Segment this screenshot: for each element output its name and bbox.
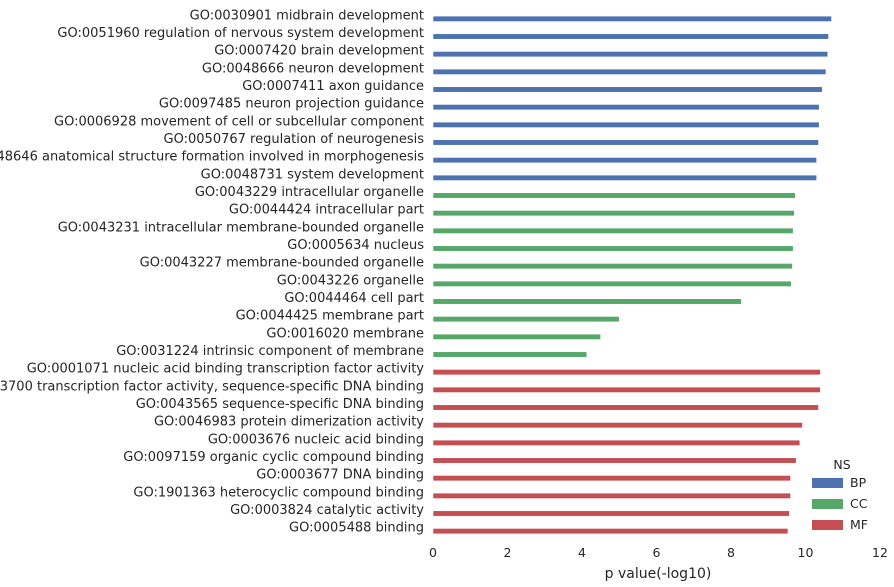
x-axis-ticks: 0 2 4 6 8 10 12 [429, 545, 888, 560]
category-label-19: GO:0016020 membrane [266, 326, 424, 341]
bar-14 [432, 245, 794, 252]
category-label-23: GO:0043565 sequence-specific DNA binding [136, 397, 424, 412]
bar-8 [432, 139, 819, 146]
bar-10 [432, 174, 817, 181]
category-label-20: GO:0031224 intrinsic component of membra… [116, 344, 424, 359]
bar-4 [432, 68, 827, 75]
category-label-11: GO:0043229 intracellular organelle [195, 185, 424, 200]
x-tick-label-0: 0 [429, 545, 437, 560]
x-tick-label-4: 4 [578, 545, 586, 560]
legend-label-cc: CC [850, 496, 868, 511]
legend-label-mf: MF [850, 517, 868, 532]
bar-18 [432, 316, 620, 323]
bar-1 [432, 15, 832, 22]
bar-24 [432, 422, 803, 429]
bar-15 [432, 263, 793, 270]
bar-9 [432, 157, 817, 164]
category-label-7: GO:0006928 movement of cell or subcellul… [54, 114, 424, 129]
bar-25 [432, 439, 801, 446]
category-label-14: GO:0005634 nucleus [287, 238, 424, 253]
legend-swatch-bp [812, 478, 843, 488]
category-label-18: GO:0044425 membrane part [236, 309, 424, 324]
category-label-22: GO:0003700 transcription factor activity… [0, 379, 424, 394]
category-label-9: GO:0048646 anatomical structure formatio… [0, 150, 424, 165]
bar-11 [432, 192, 796, 199]
bar-22 [432, 386, 821, 393]
category-label-28: GO:1901363 heterocyclic compound binding [133, 485, 424, 500]
bar-26 [432, 457, 797, 464]
x-tick-label-10: 10 [798, 545, 814, 560]
category-label-10: GO:0048731 system development [201, 167, 424, 182]
legend-swatch-mf [812, 520, 843, 530]
bar-6 [432, 104, 820, 111]
category-labels: GO:0030901 midbrain development GO:005196… [0, 8, 424, 535]
category-label-8: GO:0050767 regulation of neurogenesis [164, 132, 425, 147]
category-label-6: GO:0097485 neuron projection guidance [159, 97, 424, 112]
bar-19 [432, 333, 601, 340]
bars-layer [432, 15, 832, 535]
bar-17 [432, 298, 742, 305]
category-label-16: GO:0043226 organelle [277, 273, 424, 288]
bar-21 [432, 369, 821, 376]
category-label-24: GO:0046983 protein dimerization activity [154, 415, 424, 430]
bar-5 [432, 86, 823, 93]
bar-12 [432, 210, 795, 217]
bar-28 [432, 492, 791, 499]
category-label-17: GO:0044464 cell part [284, 291, 424, 306]
category-label-25: GO:0003676 nucleic acid binding [208, 432, 424, 447]
category-label-15: GO:0043227 membrane-bounded organelle [140, 256, 424, 271]
x-tick-label-12: 12 [872, 545, 888, 560]
legend: NS BP CC MF [812, 457, 868, 532]
bar-29 [432, 510, 790, 517]
category-label-27: GO:0003677 DNA binding [256, 468, 424, 483]
category-label-21: GO:0001071 nucleic acid binding transcri… [27, 362, 425, 377]
category-label-29: GO:0003824 catalytic activity [230, 503, 424, 518]
category-label-12: GO:0044424 intracellular part [229, 203, 424, 218]
category-label-5: GO:0007411 axon guidance [242, 79, 424, 94]
legend-label-bp: BP [850, 475, 867, 490]
category-label-4: GO:0048666 neuron development [202, 61, 424, 76]
category-label-2: GO:0051960 regulation of nervous system … [57, 26, 424, 41]
category-label-1: GO:0030901 midbrain development [190, 8, 424, 23]
x-axis-label: p value(-log10) [605, 566, 712, 582]
bar-27 [432, 475, 791, 482]
legend-title: NS [833, 457, 850, 472]
bar-20 [432, 351, 588, 358]
bar-7 [432, 121, 820, 128]
legend-swatch-cc [812, 499, 843, 509]
category-label-13: GO:0043231 intracellular membrane-bounde… [58, 220, 424, 235]
bar-3 [432, 51, 829, 58]
bar-30 [432, 528, 789, 535]
x-tick-label-8: 8 [727, 545, 735, 560]
bar-16 [432, 280, 792, 287]
category-label-3: GO:0007420 brain development [214, 44, 424, 59]
x-tick-label-2: 2 [504, 545, 512, 560]
bar-23 [432, 404, 819, 411]
x-tick-label-6: 6 [653, 545, 661, 560]
bar-2 [432, 33, 829, 40]
category-label-30: GO:0005488 binding [289, 521, 424, 536]
bar-13 [432, 227, 794, 234]
category-label-26: GO:0097159 organic cyclic compound bindi… [123, 450, 424, 465]
